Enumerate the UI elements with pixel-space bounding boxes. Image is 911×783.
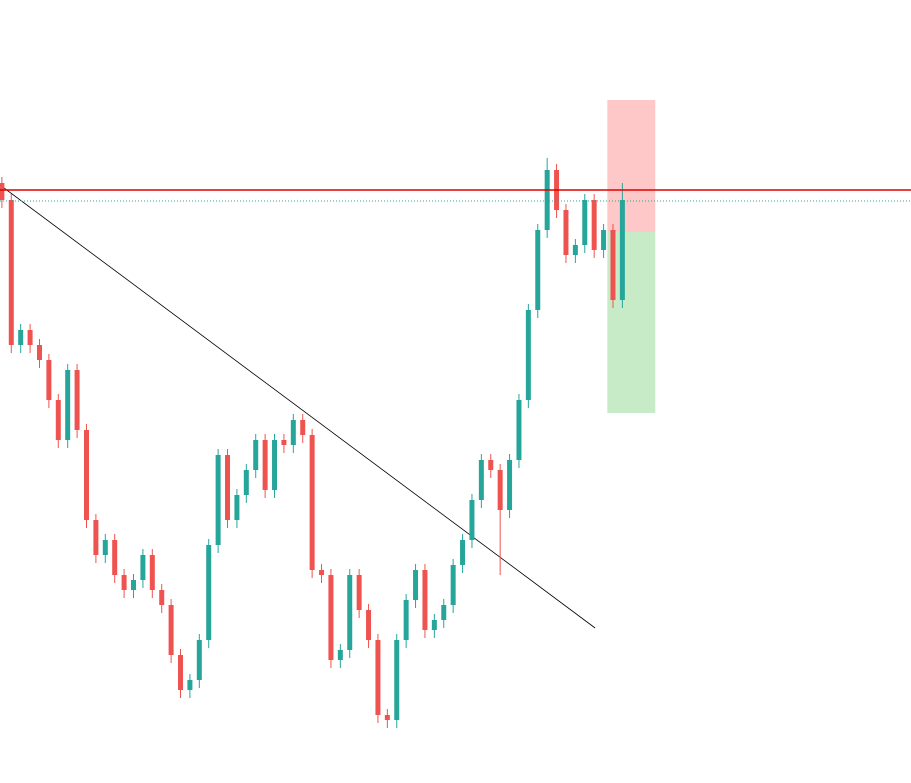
candle-body: [328, 575, 334, 660]
candle-body: [422, 570, 428, 630]
candle-body: [347, 575, 353, 650]
candle-body: [394, 640, 400, 720]
candle-body: [0, 183, 5, 200]
candle-body: [243, 470, 249, 495]
candle-body: [375, 640, 381, 715]
candle-body: [215, 455, 221, 545]
candle-body: [525, 310, 531, 400]
candle-body: [93, 520, 99, 555]
candle-body: [497, 470, 503, 510]
stop-zone: [607, 100, 656, 232]
candle-body: [272, 440, 278, 490]
candle-body: [572, 245, 578, 255]
candle-body: [384, 715, 390, 720]
candle-body: [159, 590, 165, 605]
candle-body: [356, 575, 362, 610]
candle-body: [8, 200, 14, 345]
candle-body: [488, 460, 494, 470]
candle-body: [225, 455, 231, 520]
candle-body: [83, 430, 89, 520]
candle-body: [18, 330, 24, 345]
candle-body: [149, 555, 155, 590]
candle-body: [544, 170, 550, 230]
candle-body: [46, 360, 52, 400]
candle-body: [413, 570, 419, 600]
candle-body: [366, 610, 372, 640]
candle-body: [121, 575, 127, 590]
candle-body: [563, 210, 569, 255]
candle-body: [516, 400, 522, 460]
candle-body: [601, 230, 607, 250]
candle-body: [253, 440, 259, 470]
candle-body: [441, 605, 447, 620]
candle-body: [178, 655, 184, 690]
candle-body: [431, 620, 437, 630]
candle-body: [262, 440, 268, 490]
candle-body: [460, 540, 466, 565]
candle-body: [102, 540, 108, 555]
candle-body: [535, 230, 541, 310]
candle-body: [281, 440, 287, 445]
candle-body: [168, 605, 174, 655]
candle-body: [206, 545, 212, 640]
candle-body: [196, 640, 202, 680]
candle-body: [582, 200, 588, 245]
candle-body: [65, 370, 71, 440]
candle-body: [309, 435, 315, 570]
candle-body: [450, 565, 456, 605]
candle-body: [36, 345, 42, 360]
candle-body: [478, 460, 484, 500]
candle-body: [469, 500, 475, 540]
candle-body: [187, 680, 193, 690]
candle-body: [55, 400, 61, 440]
candle-body: [234, 495, 240, 520]
candle-body: [27, 330, 33, 345]
candle-body: [290, 420, 296, 445]
candle-body: [74, 370, 80, 430]
candle-body: [319, 570, 325, 575]
candle-body: [112, 540, 118, 575]
candle-body: [300, 420, 306, 435]
candle-body: [619, 200, 625, 300]
candle-body: [591, 200, 597, 250]
candle-body: [337, 650, 343, 660]
candle-body: [131, 580, 137, 590]
candle-body: [403, 600, 409, 640]
trend-line: [0, 184, 596, 629]
candle-body: [507, 460, 513, 510]
candle-body: [140, 555, 146, 580]
candle-body: [610, 230, 616, 300]
